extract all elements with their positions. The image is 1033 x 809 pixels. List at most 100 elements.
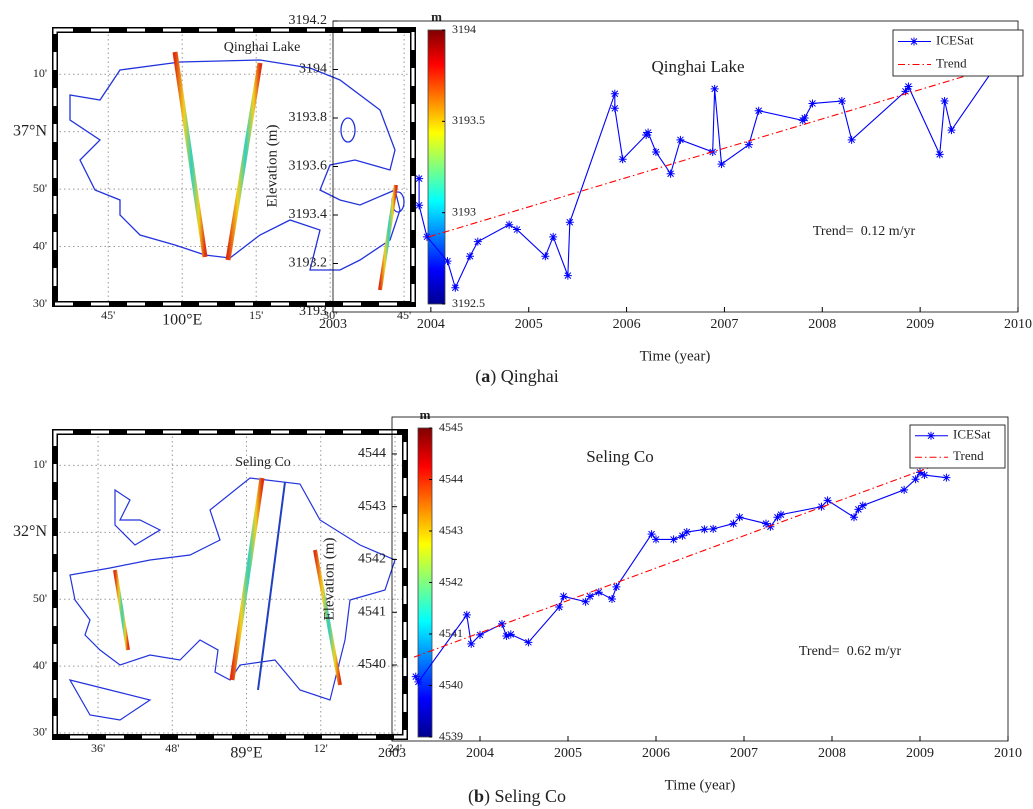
lake-outline bbox=[68, 679, 152, 721]
legend-label: Trend bbox=[953, 448, 984, 463]
x-tick-label: 2004 bbox=[466, 746, 494, 761]
x-tick-label: 2010 bbox=[994, 746, 1022, 761]
caption-part: ) Seling Co bbox=[484, 786, 566, 807]
marker bbox=[800, 114, 809, 122]
caption-part: ( bbox=[475, 366, 481, 387]
marker bbox=[935, 150, 944, 159]
y-tick-label: 40' bbox=[33, 238, 47, 252]
marker bbox=[744, 140, 753, 149]
x-tick-label: 2009 bbox=[906, 746, 934, 761]
map-title: Seling Co bbox=[235, 455, 291, 470]
marker bbox=[610, 104, 619, 113]
y-tick-label: 10' bbox=[33, 457, 47, 471]
y-tick-label: 4542 bbox=[358, 552, 386, 567]
y-tick-label: 40' bbox=[33, 658, 47, 672]
legend-label: ICESat bbox=[936, 32, 974, 47]
colorbar-tick-label: 4543 bbox=[439, 523, 463, 537]
marker bbox=[709, 524, 718, 533]
marker bbox=[904, 82, 913, 91]
marker bbox=[594, 588, 603, 597]
x-tick-label: 100°E bbox=[162, 312, 202, 329]
x-tick-label: 2006 bbox=[613, 317, 641, 332]
marker bbox=[762, 519, 770, 528]
marker bbox=[947, 126, 956, 135]
y-tick-label: 10' bbox=[33, 66, 47, 80]
colorbar-tick-label: 3193 bbox=[452, 204, 476, 218]
colorbar-tick-label: 3192.5 bbox=[452, 296, 485, 310]
marker bbox=[506, 630, 515, 639]
marker bbox=[443, 257, 452, 266]
legend-label: ICESat bbox=[953, 427, 991, 442]
marker bbox=[847, 135, 856, 144]
marker bbox=[644, 128, 653, 137]
y-tick-label: 32°N bbox=[13, 523, 47, 540]
series-line bbox=[418, 61, 999, 290]
caption: (a) Qinghai bbox=[475, 366, 558, 387]
marker bbox=[735, 513, 744, 522]
marker bbox=[700, 525, 709, 534]
marker bbox=[776, 510, 785, 519]
colorbar-tick-label: 4542 bbox=[439, 574, 463, 588]
marker bbox=[524, 638, 533, 647]
x-tick-label: 48' bbox=[165, 741, 179, 755]
marker bbox=[666, 169, 675, 178]
lake-outline bbox=[69, 59, 401, 271]
y-tick-label: 3193.2 bbox=[289, 256, 328, 271]
legend-label: Trend bbox=[936, 55, 967, 70]
lake-outline bbox=[69, 477, 396, 701]
x-tick-label: 2007 bbox=[730, 746, 758, 761]
marker bbox=[773, 513, 782, 522]
track bbox=[378, 184, 398, 291]
track bbox=[113, 569, 130, 651]
marker bbox=[512, 225, 521, 234]
marker bbox=[766, 522, 775, 531]
y-axis-label: Elevation (m) bbox=[264, 125, 280, 208]
marker bbox=[729, 519, 738, 528]
series-line bbox=[428, 64, 1004, 238]
foreground-layer: 45' 100°E 15' 30' 45' 30' 40' 50' 37°N 10' Qinghai… bbox=[13, 9, 1032, 807]
colorbar-tick-label: 4544 bbox=[439, 471, 463, 485]
marker bbox=[415, 174, 424, 183]
marker bbox=[559, 592, 568, 601]
colorbar-tick-label: 3193.5 bbox=[452, 113, 485, 127]
x-tick-label: 2005 bbox=[515, 317, 543, 332]
x-tick-label: 45' bbox=[101, 308, 115, 322]
x-tick-label: 15' bbox=[249, 308, 263, 322]
marker bbox=[462, 610, 471, 619]
y-tick-label: 4540 bbox=[358, 657, 386, 672]
marker bbox=[451, 283, 460, 292]
marker bbox=[555, 602, 564, 611]
series-line bbox=[413, 463, 938, 658]
legend-marker bbox=[927, 431, 935, 440]
colorbar-tick-label: 3194 bbox=[452, 22, 476, 36]
annotation: Trend= 0.12 m/yr bbox=[813, 224, 916, 239]
y-tick-label: 3193.4 bbox=[289, 207, 328, 222]
marker bbox=[837, 97, 846, 106]
marker bbox=[858, 501, 867, 510]
marker bbox=[498, 619, 506, 628]
x-tick-label: 2006 bbox=[642, 746, 670, 761]
marker bbox=[754, 106, 763, 115]
y-tick-label: 37°N bbox=[13, 122, 47, 139]
marker bbox=[565, 218, 574, 227]
y-tick-label: 3193 bbox=[299, 304, 327, 319]
annotation: Trend= 0.62 m/yr bbox=[799, 644, 902, 659]
colorbar-tick-label: 4539 bbox=[439, 729, 463, 743]
marker bbox=[476, 630, 484, 639]
colorbar-label: m bbox=[420, 407, 431, 422]
marker bbox=[717, 160, 726, 169]
colorbar-label: m bbox=[431, 9, 442, 24]
marker bbox=[563, 271, 572, 280]
x-tick-label: 2003 bbox=[319, 317, 347, 332]
caption-part: a bbox=[481, 366, 490, 386]
colorbar bbox=[427, 29, 446, 305]
map-frame-dash bbox=[53, 28, 415, 306]
x-axis-label: Time (year) bbox=[665, 777, 736, 793]
marker bbox=[850, 513, 858, 522]
x-tick-label: 2003 bbox=[378, 746, 406, 761]
caption-part: ) Qinghai bbox=[490, 366, 558, 387]
marker bbox=[414, 677, 423, 686]
marker bbox=[502, 631, 511, 640]
colorbar-tick-label: 4545 bbox=[439, 420, 463, 434]
